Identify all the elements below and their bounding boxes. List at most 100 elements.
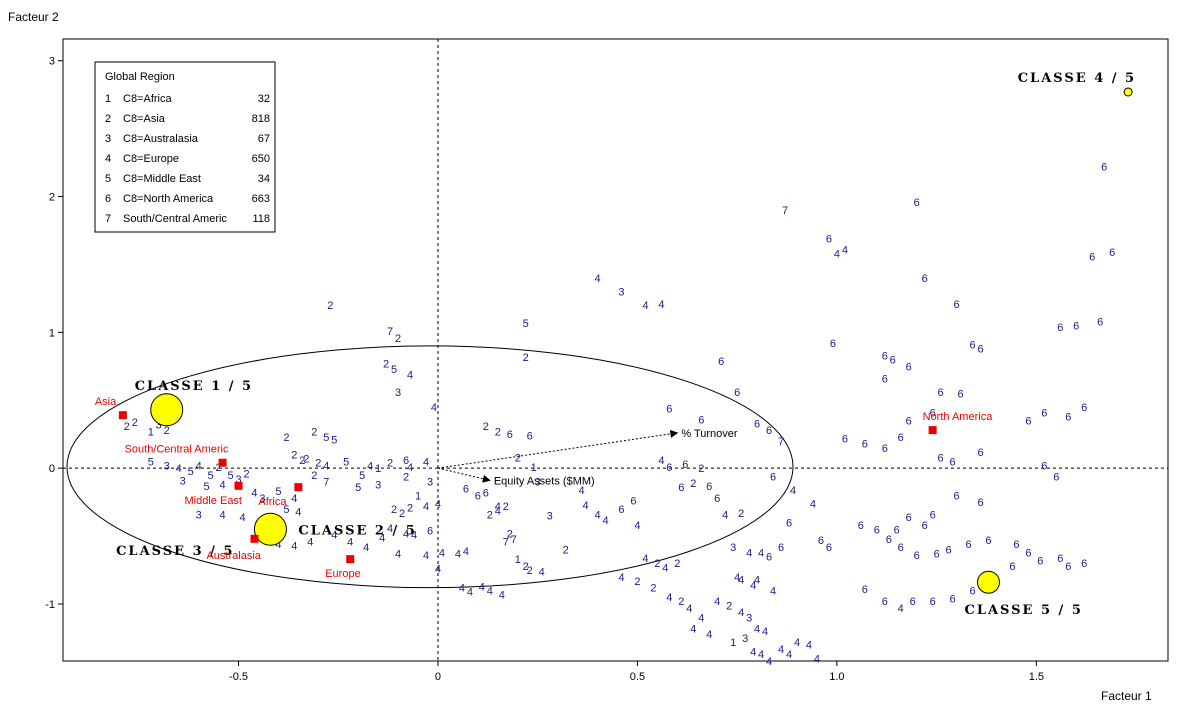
data-point: 1 — [515, 554, 521, 566]
data-point: 6 — [977, 447, 983, 459]
confidence-ellipse — [66, 345, 794, 589]
data-point: 4 — [686, 603, 692, 615]
data-point: 4 — [495, 505, 501, 517]
data-point: 6 — [786, 517, 792, 529]
data-point: 6 — [718, 356, 724, 368]
data-point: 4 — [467, 587, 473, 599]
data-point: 6 — [826, 542, 832, 554]
data-point: 6 — [862, 439, 868, 451]
variable-arrow — [437, 467, 491, 483]
data-point: 5 — [204, 481, 210, 493]
data-point: 6 — [858, 520, 864, 532]
plot-frame — [62, 38, 1169, 662]
data-point: 3 — [730, 542, 736, 554]
data-point: 4 — [220, 479, 226, 491]
legend-entry-count: 663 — [252, 193, 270, 205]
data-point: 3 — [746, 613, 752, 625]
class-center-marker — [150, 393, 184, 427]
data-point: 6 — [666, 403, 672, 415]
data-point: 4 — [239, 512, 245, 524]
data-point: 2 — [487, 509, 493, 521]
data-point: 4 — [455, 549, 461, 561]
legend-entry-label: C8=Asia — [123, 113, 166, 125]
data-point: 4 — [495, 501, 501, 513]
data-point: 6 — [890, 355, 896, 367]
data-point: 3 — [180, 475, 186, 487]
data-point: 6 — [618, 504, 624, 516]
data-point: 3 — [427, 477, 433, 489]
data-point: 2 — [383, 359, 389, 371]
data-point: 2 — [124, 421, 130, 433]
data-point: 4 — [594, 509, 600, 521]
data-point: 4 — [762, 626, 768, 638]
data-point: 6 — [770, 471, 776, 483]
data-point: 2 — [243, 469, 249, 481]
data-point: 6 — [826, 234, 832, 246]
legend-entry-code: 4 — [105, 153, 111, 165]
data-point: 6 — [958, 388, 964, 400]
data-point: 4 — [690, 623, 696, 635]
data-point: 4 — [387, 523, 393, 535]
data-point: 6 — [922, 520, 928, 532]
data-point: 6 — [714, 493, 720, 505]
data-point: 1 — [375, 463, 381, 475]
legend-entry-label: C8=Middle East — [123, 173, 201, 185]
x-tick-label: 0.5 — [630, 671, 645, 683]
data-point: 6 — [1013, 539, 1019, 551]
modality-markers: Asia South/Central Americ Middle East Afric… — [95, 396, 993, 580]
data-point: 4 — [439, 547, 445, 559]
data-point: 6 — [1097, 316, 1103, 328]
data-point: 6 — [698, 414, 704, 426]
legend-entry-count: 818 — [252, 113, 270, 125]
data-point: 4 — [411, 530, 417, 542]
data-point: 4 — [766, 656, 772, 668]
data-point: 4 — [487, 585, 493, 597]
data-point: 2 — [315, 458, 321, 470]
data-point: 4 — [367, 460, 373, 472]
data-point: 4 — [196, 460, 202, 472]
data-point: 6 — [950, 456, 956, 468]
data-point: 1 — [531, 462, 537, 474]
data-point: 4 — [291, 541, 297, 553]
data-point: 6 — [842, 433, 848, 445]
data-point: 6 — [977, 497, 983, 509]
data-point: 2 — [698, 463, 704, 475]
data-point: 3 — [156, 420, 162, 432]
data-point: 4 — [786, 649, 792, 661]
data-point: 4 — [658, 299, 664, 311]
data-point: 5 — [355, 482, 361, 494]
data-point: 6 — [938, 452, 944, 464]
legend: Global Region 1 C8=Africa 32 2 C8=Asia 818 3 C8… — [94, 61, 276, 233]
data-point: 3 — [535, 477, 541, 489]
data-point: 4 — [806, 640, 812, 652]
data-point: 6 — [1057, 553, 1063, 565]
reference-lines — [63, 39, 1168, 661]
legend-entry-count: 34 — [258, 173, 270, 185]
data-point: 4 — [459, 583, 465, 595]
data-point: 5 — [227, 470, 233, 482]
data-point: 7 — [511, 534, 517, 546]
data-point: 6 — [1073, 321, 1079, 333]
data-point: 6 — [734, 387, 740, 399]
data-point: 6 — [954, 299, 960, 311]
class-center-label: CLASSE 1 / 5 — [135, 379, 253, 394]
data-point: 6 — [1065, 561, 1071, 573]
legend-entry-count: 67 — [258, 133, 270, 145]
data-point: 4 — [275, 539, 281, 551]
data-point: 6 — [882, 443, 888, 455]
data-point: 4 — [347, 536, 353, 548]
legend-entry-label: C8=Europe — [123, 153, 179, 165]
data-point: 2 — [391, 504, 397, 516]
data-point: 6 — [906, 416, 912, 428]
data-point: 2 — [399, 508, 405, 520]
data-point: 6 — [1065, 412, 1071, 424]
data-point: 6 — [922, 273, 928, 285]
data-point: 5 — [283, 504, 289, 516]
data-point: 6 — [1089, 251, 1095, 263]
class-center-marker — [1123, 87, 1133, 97]
data-point: 2 — [164, 425, 170, 437]
data-point: 4 — [583, 500, 589, 512]
data-point: 4 — [834, 249, 840, 261]
data-point: 2 — [503, 501, 509, 513]
data-point: 6 — [1041, 407, 1047, 419]
